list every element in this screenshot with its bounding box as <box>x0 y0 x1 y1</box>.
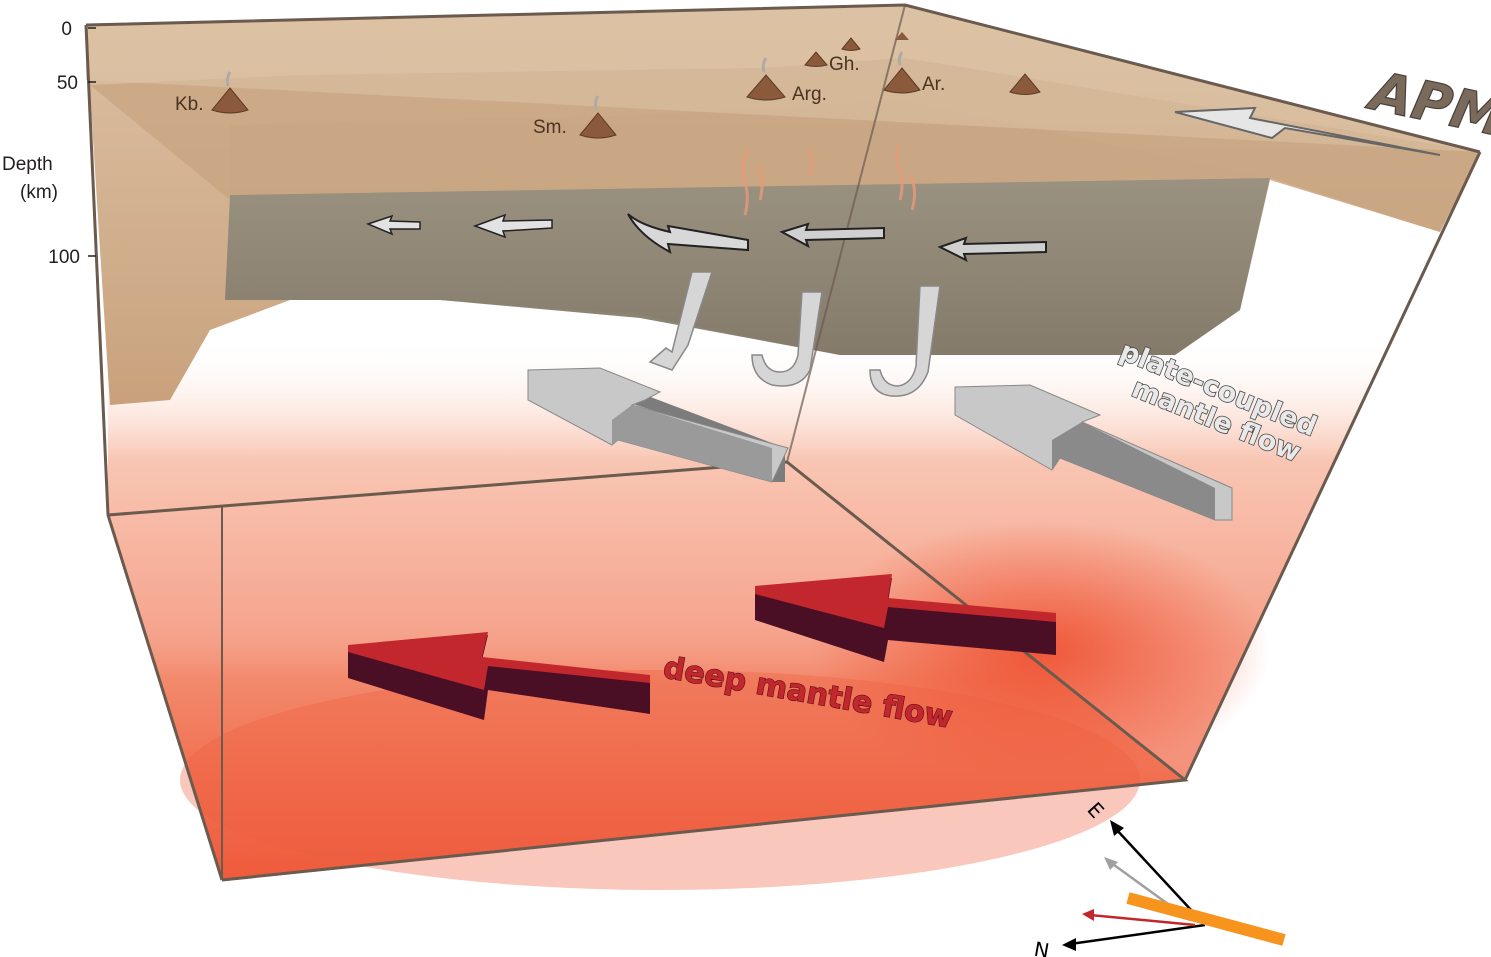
shallow-flow-arrows <box>365 213 1047 262</box>
downwelling-arrows <box>648 271 941 397</box>
depth-tick-50: 50 <box>57 73 78 94</box>
apm-arrow <box>1174 106 1441 156</box>
volcano-label-kb: Kb. <box>175 94 204 115</box>
east-arrowhead-icon <box>1110 820 1124 836</box>
compass-rose: E N <box>1032 797 1286 957</box>
depth-axis-title: Depth <box>2 154 53 175</box>
deep-flow-arrow-left <box>348 632 650 720</box>
north-arrowhead-icon <box>1062 938 1076 951</box>
depth-tick-100: 100 <box>48 247 80 268</box>
volcano-label-sm: Sm. <box>533 117 567 138</box>
volcano-label-ar: Ar. <box>922 74 945 95</box>
depth-tick-0: 0 <box>61 19 72 40</box>
depth-axis: 0 50 100 Depth (km) <box>2 19 96 268</box>
volcano-label-gh: Gh. <box>829 54 860 75</box>
volcano-sm: Sm. <box>533 95 617 139</box>
coupled-flow-arrow-right <box>954 384 1233 521</box>
depth-axis-unit: (km) <box>20 182 58 203</box>
volcano-ar: Ar. <box>883 51 1041 95</box>
deep-flow-arrow-right <box>755 574 1056 662</box>
volcano-label-arg: Arg. <box>792 84 827 105</box>
block-edges <box>84 3 1482 882</box>
volcano-kb: Kb. <box>175 71 249 115</box>
coupled-flow-arrow-left <box>527 367 789 483</box>
melt-streaks <box>741 144 917 216</box>
compass-north-label: N <box>1032 936 1051 957</box>
fast-axis-bar <box>1126 892 1286 946</box>
volcano-arg: Arg. <box>746 57 827 105</box>
volcano-gh: Gh. <box>804 32 909 75</box>
